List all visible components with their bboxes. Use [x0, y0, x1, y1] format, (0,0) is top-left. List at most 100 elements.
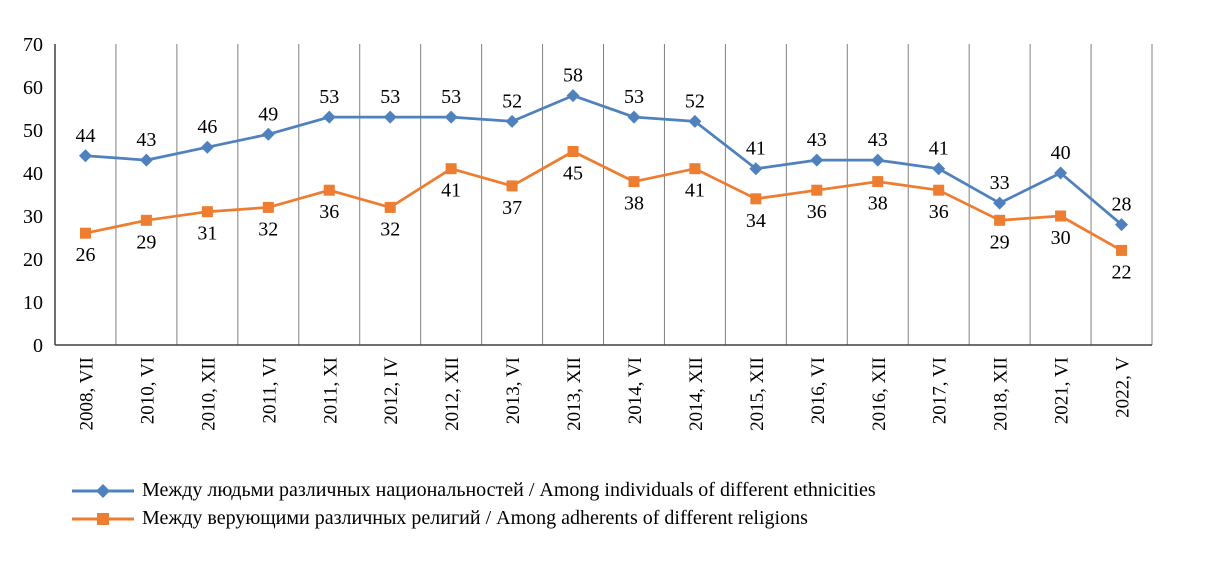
y-tick-label: 50 [23, 120, 43, 142]
data-point-marker [1115, 218, 1129, 232]
data-point-marker [384, 201, 396, 213]
data-label: 49 [258, 103, 278, 125]
data-point-marker [627, 110, 641, 124]
data-label: 53 [380, 86, 400, 108]
data-label: 46 [197, 116, 217, 138]
data-point-marker [689, 163, 701, 175]
data-label: 41 [929, 138, 949, 160]
data-label: 32 [258, 218, 278, 240]
data-point-marker [505, 114, 519, 128]
data-label: 41 [685, 180, 705, 202]
legend-item-ethnicities: Между людьми различных национальностей /… [72, 479, 876, 502]
x-tick-label: 2013, VI [503, 357, 524, 424]
data-label: 33 [990, 172, 1010, 194]
legend-item-religions: Между верующими различных религий / Amon… [72, 507, 876, 530]
data-point-marker [688, 114, 702, 128]
data-point-marker [79, 227, 91, 239]
data-label: 29 [136, 231, 156, 253]
x-tick-label: 2012, IV [381, 357, 402, 425]
data-point-marker [1116, 244, 1128, 256]
data-label: 26 [75, 244, 95, 266]
y-tick-label: 60 [23, 77, 43, 99]
y-tick-label: 20 [23, 249, 43, 271]
x-tick-label: 2011, VI [259, 357, 280, 424]
data-label: 52 [685, 90, 705, 112]
data-label: 22 [1112, 261, 1132, 283]
data-point-marker [628, 176, 640, 188]
data-label: 43 [807, 129, 827, 151]
data-label: 53 [319, 86, 339, 108]
data-label: 38 [624, 193, 644, 215]
data-label: 29 [990, 231, 1010, 253]
data-label: 36 [929, 201, 949, 223]
y-tick-label: 10 [23, 292, 43, 314]
data-label: 36 [319, 201, 339, 223]
data-label: 53 [624, 86, 644, 108]
line-chart-plot: 0 10 20 30 40 50 60 70 2008, VII 2010, VI 2010, XI… [23, 34, 1153, 431]
x-tick-label: 2018, XII [991, 357, 1012, 431]
x-tick-label: 2016, XII [869, 357, 890, 431]
data-label: 40 [1051, 142, 1071, 164]
x-tick-label: 2017, VI [930, 357, 951, 424]
data-point-marker [383, 110, 397, 124]
data-label: 43 [136, 129, 156, 151]
legend-label-religions: Между верующими различных религий / Amon… [142, 507, 808, 529]
x-tick-label: 2011, XI [320, 357, 341, 424]
data-point-marker [871, 153, 885, 167]
series-line-1 [85, 150, 1123, 252]
x-tick-label: 2008, VII [76, 357, 97, 431]
data-point-marker [810, 153, 824, 167]
square-marker-icon [97, 512, 109, 525]
data-label: 53 [441, 86, 461, 108]
data-point-marker [445, 163, 457, 175]
data-point-marker [749, 162, 763, 176]
data-point-marker [262, 201, 274, 213]
data-label: 37 [502, 197, 522, 219]
x-tick-label: 2015, XII [747, 357, 768, 431]
x-tick-label: 2010, VI [137, 357, 158, 424]
data-point-marker [933, 184, 945, 196]
data-label: 30 [1051, 227, 1071, 249]
data-point-marker [994, 214, 1006, 226]
diamond-marker-icon [96, 483, 110, 498]
data-point-marker [1055, 210, 1067, 222]
data-label: 52 [502, 90, 522, 112]
y-tick-label: 40 [23, 163, 43, 185]
data-point-marker [993, 196, 1007, 210]
data-label: 41 [441, 180, 461, 202]
data-point-marker [932, 162, 946, 176]
x-tick-label: 2013, XII [564, 357, 585, 431]
legend-label-ethnicities: Между людьми различных национальностей /… [142, 479, 876, 501]
x-tick-label: 2022, V [1113, 357, 1134, 418]
data-label: 36 [807, 201, 827, 223]
y-tick-label: 0 [33, 335, 43, 357]
data-point-marker [323, 184, 335, 196]
data-point-marker [201, 206, 213, 218]
data-label: 43 [868, 129, 888, 151]
ethnicities-line-swatch [72, 483, 134, 498]
data-label: 58 [563, 65, 583, 87]
data-label: 34 [746, 210, 766, 232]
x-tick-label: 2014, XII [686, 357, 707, 431]
data-point-marker [506, 180, 518, 192]
data-label: 31 [197, 223, 217, 245]
chart-legend: Между людьми различных национальностей /… [72, 479, 876, 530]
data-label: 28 [1112, 194, 1132, 216]
x-tick-label: 2014, VI [625, 357, 646, 424]
data-point-marker [1054, 166, 1068, 180]
data-point-marker [811, 184, 823, 196]
x-tick-label: 2021, VI [1052, 357, 1073, 424]
data-point-marker [566, 89, 580, 103]
x-tick-label: 2010, XII [198, 357, 219, 431]
data-point-marker [200, 140, 214, 154]
data-label: 32 [380, 218, 400, 240]
data-point-marker [140, 214, 152, 226]
data-point-marker [872, 176, 884, 188]
data-point-marker [567, 146, 579, 157]
data-point-marker [444, 110, 458, 124]
data-point-marker [78, 149, 92, 163]
y-tick-label: 70 [23, 34, 43, 56]
x-tick-label: 2012, XII [442, 357, 463, 431]
data-label: 45 [563, 163, 583, 185]
